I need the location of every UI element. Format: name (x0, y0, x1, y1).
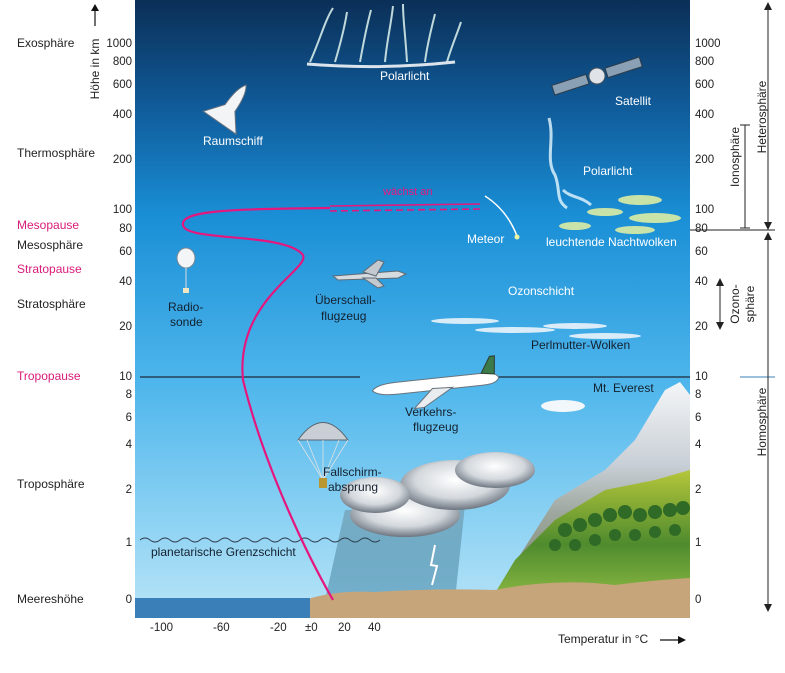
layer-tropopause: Tropopause (17, 369, 81, 383)
layer-troposphere: Troposphäre (17, 477, 85, 491)
x-tick: ±0 (305, 622, 318, 634)
right-tick: 40 (695, 276, 708, 288)
label-meteor: Meteor (467, 232, 505, 246)
space-shuttle-icon (202, 84, 247, 136)
radiosonde-icon (176, 247, 196, 293)
right-tick: 0 (695, 594, 702, 606)
layer-thermosphere: Thermosphäre (17, 146, 96, 160)
left-tick: 200 (112, 154, 132, 166)
region-heterosphere: Heterosphäre (755, 80, 769, 154)
label-aurora-mid: Polarlicht (583, 164, 633, 178)
label-increasing: wächst an (383, 186, 433, 198)
right-tick: 20 (695, 321, 708, 333)
right-tick: 8 (695, 389, 702, 401)
right-tick: 1 (695, 537, 702, 549)
parachute-icon (297, 422, 349, 488)
right-tick: 6 (695, 412, 702, 424)
left-tick: 600 (112, 79, 132, 91)
x-tick: -100 (150, 622, 174, 634)
aurora-mid-icon (547, 117, 593, 210)
x-tick: -60 (213, 622, 230, 634)
left-tick: 4 (125, 439, 132, 451)
right-tick: 2 (695, 484, 702, 496)
label-parachute-1: Fallschirm- (323, 465, 382, 479)
forest-trees (549, 501, 690, 551)
right-tick: 100 (695, 204, 715, 216)
lightning-icon (429, 544, 439, 586)
label-radiosonde-1: Radio- (168, 300, 204, 314)
right-tick: 10 (695, 371, 708, 383)
left-tick: 8 (125, 389, 132, 401)
nacreous-clouds-icon (431, 318, 641, 339)
meteor-icon (484, 195, 518, 237)
left-tick: 40 (119, 276, 132, 288)
airliner-icon (371, 355, 500, 410)
label-space-shuttle: Raumschiff (203, 134, 263, 148)
right-tick: 200 (695, 154, 715, 166)
layer-exosphere: Exosphäre (17, 36, 75, 50)
small-cloud (541, 400, 585, 412)
label-ozone-layer: Ozonschicht (508, 284, 575, 298)
region-brackets (690, 2, 775, 612)
label-boundary-layer: planetarische Grenzschicht (151, 545, 296, 559)
region-ozonosphere-1: Ozono- (728, 284, 742, 324)
x-tick: 40 (368, 622, 381, 634)
left-tick: 20 (119, 321, 132, 333)
label-satellite: Satellit (615, 94, 652, 108)
left-tick: 1000 (106, 38, 132, 50)
layer-mesopause: Mesopause (17, 218, 80, 232)
label-airliner-1: Verkehrs- (405, 405, 457, 419)
layer-stratosphere: Stratosphäre (17, 297, 86, 311)
x-axis-arrow-icon (660, 633, 686, 645)
x-tick: 20 (338, 622, 351, 634)
layer-stratopause: Stratopause (17, 262, 82, 276)
left-tick: 60 (119, 246, 132, 258)
label-parachute-2: absprung (328, 480, 379, 494)
label-airliner-2: flugzeug (413, 420, 459, 434)
x-tick: -20 (270, 622, 287, 634)
atmosphere-panel: Polarlicht Raumschiff Satellit Polarlich… (135, 0, 690, 618)
left-tick: 10 (119, 371, 132, 383)
label-everest: Mt. Everest (593, 381, 654, 395)
left-tick: 80 (119, 223, 132, 235)
aurora-top-icon (306, 3, 462, 69)
storm-cloud-icon (340, 452, 535, 537)
y-axis-arrow-icon (90, 4, 100, 26)
right-tick: 400 (695, 109, 715, 121)
left-tick: 0 (125, 594, 132, 606)
right-tick: 600 (695, 79, 715, 91)
left-tick: 800 (112, 56, 132, 68)
left-tick: 100 (112, 204, 132, 216)
left-tick: 2 (125, 484, 132, 496)
left-tick: 1 (125, 537, 132, 549)
label-radiosonde-2: sonde (170, 315, 203, 329)
left-tick: 6 (125, 412, 132, 424)
right-tick: 1000 (695, 38, 721, 50)
right-tick: 60 (695, 246, 708, 258)
label-nacreous: Perlmutter-Wolken (531, 338, 631, 352)
layer-sea-level: Meereshöhe (17, 592, 84, 606)
layer-mesosphere: Mesosphäre (17, 238, 84, 252)
label-supersonic-1: Überschall- (315, 293, 376, 307)
right-tick: 80 (695, 223, 708, 235)
region-ozonosphere-2: sphäre (743, 285, 757, 323)
forest-hill (480, 470, 690, 618)
atmosphere-illustration (135, 0, 690, 618)
right-tick: 4 (695, 439, 702, 451)
region-homosphere: Homosphäre (755, 387, 769, 457)
sea (135, 598, 310, 618)
left-tick: 400 (112, 109, 132, 121)
boundary-layer-line (139, 537, 381, 543)
supersonic-jet-icon (331, 259, 408, 289)
label-supersonic-2: flugzeug (321, 309, 367, 323)
label-noctilucent: leuchtende Nachtwolken (546, 235, 677, 249)
noctilucent-clouds-icon (559, 195, 681, 234)
right-tick: 800 (695, 56, 715, 68)
temperature-curve (181, 206, 334, 601)
satellite-icon (551, 56, 643, 96)
region-ionosphere: Ionosphäre (728, 126, 742, 188)
label-aurora-top: Polarlicht (380, 69, 430, 83)
x-axis-title: Temperatur in °C (558, 632, 649, 646)
